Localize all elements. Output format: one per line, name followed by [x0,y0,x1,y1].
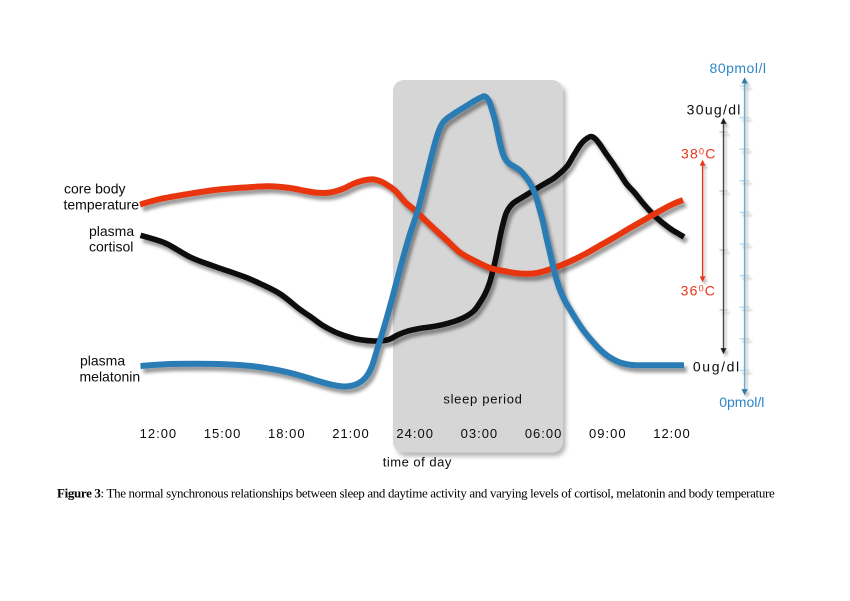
svg-text:15:00: 15:00 [204,426,242,441]
svg-text:12:00: 12:00 [140,426,178,441]
svg-text:21:00: 21:00 [332,426,370,441]
svg-text:cortisol: cortisol [89,239,133,255]
svg-text:24:00: 24:00 [396,426,434,441]
svg-text:plasma: plasma [89,223,134,239]
svg-text:0ug/dl: 0ug/dl [693,358,741,374]
svg-text:380C: 380C [681,145,717,161]
svg-text:360C: 360C [681,282,717,298]
svg-text:03:00: 03:00 [461,426,499,441]
svg-text:plasma: plasma [80,353,125,369]
svg-text:0pmol/l: 0pmol/l [719,394,764,410]
svg-text:temperature: temperature [64,197,140,213]
svg-text:time of day: time of day [383,455,452,470]
svg-text:sleep period: sleep period [443,392,522,407]
svg-text:30ug/dl: 30ug/dl [687,102,742,118]
svg-text:80pmol/l: 80pmol/l [710,60,767,76]
svg-text:melatonin: melatonin [80,368,141,384]
svg-text:06:00: 06:00 [525,426,563,441]
svg-text:09:00: 09:00 [589,426,627,441]
svg-text:Figure 3: The normal synchrono: Figure 3: The normal synchronous relatio… [57,486,775,501]
svg-text:18:00: 18:00 [268,426,306,441]
svg-text:12:00: 12:00 [653,426,691,441]
svg-text:core body: core body [64,181,125,197]
